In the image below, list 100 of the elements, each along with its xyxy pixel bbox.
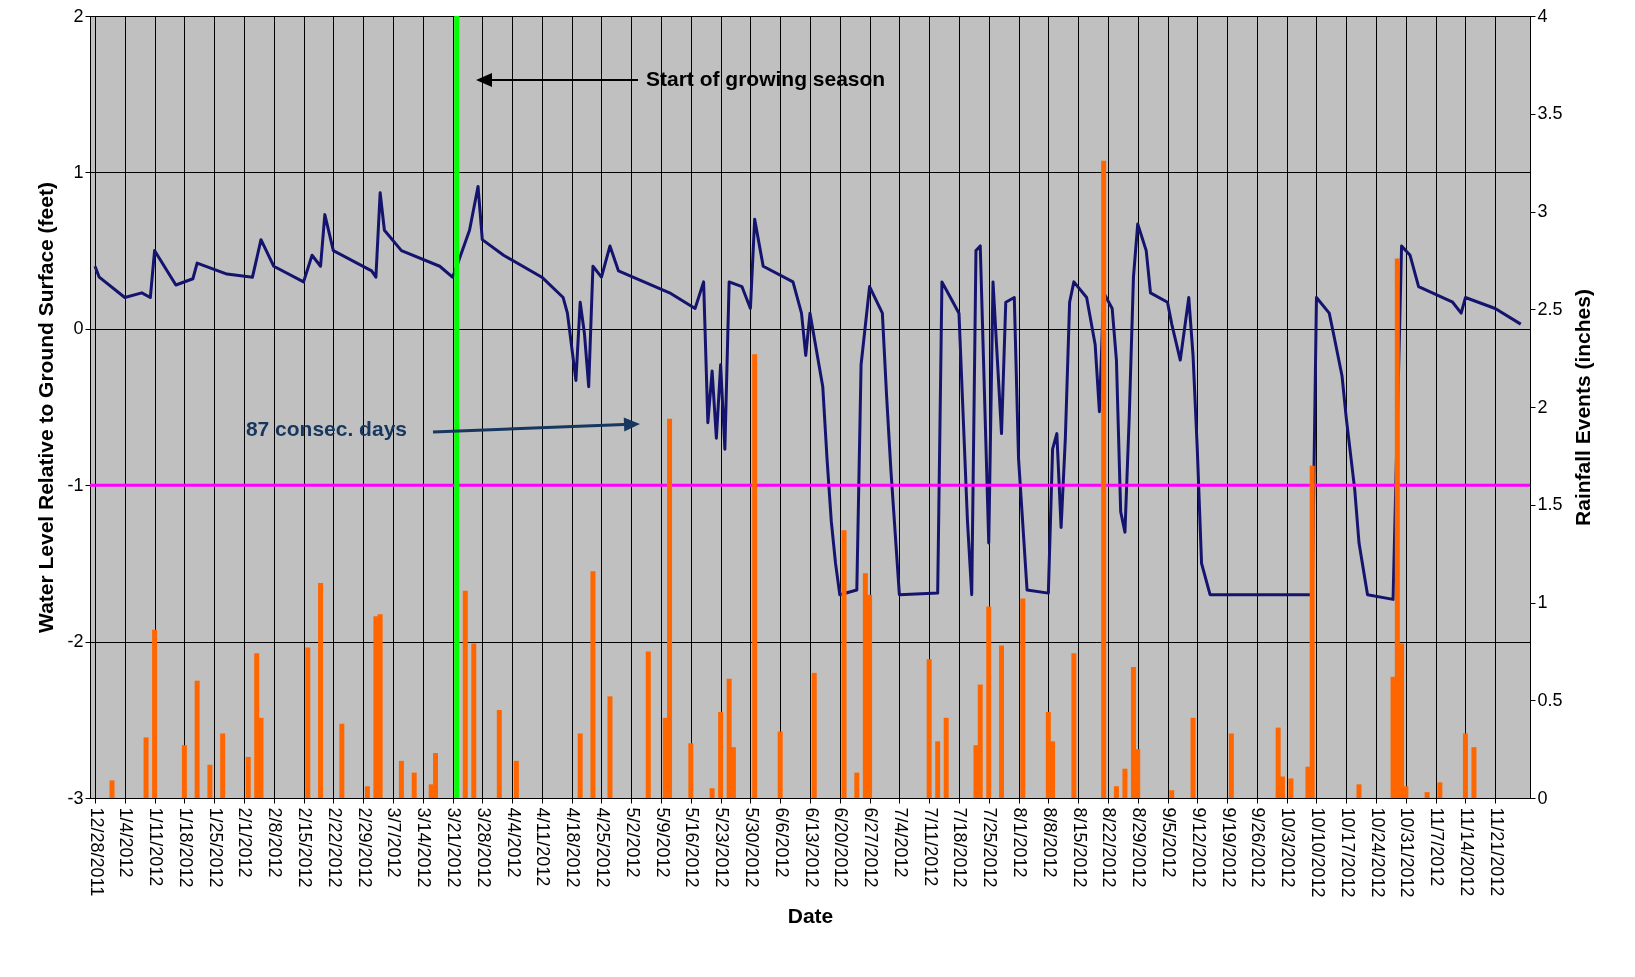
bar — [688, 743, 694, 798]
y-tick-label: 1 — [73, 161, 84, 182]
x-tick-label: 8/15/2012 — [1069, 807, 1090, 888]
x-tick-label: 10/3/2012 — [1278, 807, 1299, 888]
bar — [841, 530, 847, 798]
x-tick-label: 5/30/2012 — [741, 807, 762, 888]
x-tick-label: 11/7/2012 — [1427, 807, 1448, 887]
x-tick-label: 11/21/2012 — [1486, 807, 1507, 897]
x-tick-label: 4/25/2012 — [592, 807, 613, 888]
bar — [398, 760, 404, 798]
bar — [513, 760, 519, 798]
x-tick-label: 1/11/2012 — [146, 807, 167, 887]
x-tick-label: 5/16/2012 — [682, 807, 703, 888]
x-tick-label: 6/6/2012 — [771, 807, 792, 878]
x-tick-label: 10/17/2012 — [1337, 807, 1358, 898]
bar — [220, 733, 226, 798]
x-tick-label: 2/29/2012 — [354, 807, 375, 888]
y2-tick-label: 2.5 — [1537, 298, 1563, 319]
bar — [943, 717, 949, 798]
bar — [377, 614, 383, 798]
x-tick-label: 4/11/2012 — [533, 807, 554, 887]
bar — [1309, 465, 1315, 798]
bar — [471, 643, 477, 798]
bar — [496, 710, 502, 798]
bar — [1288, 778, 1294, 798]
x-tick-label: 9/5/2012 — [1159, 807, 1179, 878]
bar — [1130, 667, 1136, 798]
y2-tick-label: 2 — [1537, 396, 1548, 417]
y2-tick-label: 3 — [1537, 201, 1548, 221]
y2-tick-label: 0 — [1537, 787, 1548, 808]
bar — [777, 731, 783, 798]
bar — [462, 590, 468, 798]
bar — [1437, 782, 1443, 798]
bar — [752, 354, 758, 798]
bar — [143, 737, 149, 798]
x-tick-label: 9/26/2012 — [1248, 807, 1269, 888]
x-tick-label: 5/9/2012 — [652, 807, 673, 878]
x-tick-label: 12/28/2011 — [86, 807, 107, 897]
bar — [1071, 653, 1077, 798]
y-axis-title: Water Level Relative to Ground Surface (feet) — [34, 182, 58, 633]
x-tick-label: 1/25/2012 — [205, 807, 226, 888]
bar — [305, 647, 311, 798]
x-tick-label: 10/31/2012 — [1397, 807, 1418, 898]
y-tick-label: 2 — [73, 5, 84, 26]
bar — [432, 753, 438, 798]
x-tick-label: 4/4/2012 — [503, 807, 524, 878]
bar — [1020, 598, 1026, 798]
y2-tick-label: 1.5 — [1537, 494, 1563, 515]
bar — [1462, 733, 1468, 798]
x-tick-label: 4/18/2012 — [563, 807, 584, 888]
bar — [1190, 717, 1196, 798]
bar — [667, 418, 673, 798]
bar — [152, 629, 158, 798]
x-tick-label: 3/14/2012 — [414, 807, 435, 888]
x-tick-label: 1/18/2012 — [175, 807, 196, 888]
bar — [245, 756, 251, 798]
bar — [1122, 768, 1128, 798]
bar — [709, 788, 715, 798]
bar — [645, 651, 651, 798]
bar — [181, 745, 187, 798]
bar — [726, 678, 732, 798]
bar — [986, 606, 992, 798]
bar — [977, 684, 983, 798]
bar — [1101, 160, 1107, 798]
bar — [1169, 790, 1175, 798]
x-tick-label: 9/12/2012 — [1188, 807, 1209, 888]
bar — [1113, 786, 1119, 798]
bar — [318, 582, 324, 798]
y-tick-label: -3 — [67, 787, 84, 808]
bar — [999, 645, 1005, 798]
x-tick-label: 9/19/2012 — [1218, 807, 1239, 888]
x-tick-label: 7/18/2012 — [950, 807, 971, 888]
y2-axis-title: Rainfall Events (inches) — [1570, 289, 1594, 526]
bar — [718, 711, 724, 798]
bar — [109, 780, 115, 798]
x-axis-title: Date — [787, 903, 834, 927]
y2-tick-label: 0.5 — [1537, 689, 1563, 710]
y-tick-label: -2 — [67, 631, 84, 652]
x-tick-label: 6/20/2012 — [831, 807, 852, 888]
bar — [1471, 747, 1477, 798]
bar — [207, 764, 213, 798]
x-tick-label: 7/25/2012 — [980, 807, 1001, 888]
x-tick-label: 5/23/2012 — [712, 807, 733, 888]
bar — [1394, 258, 1400, 798]
x-tick-label: 2/1/2012 — [235, 807, 256, 878]
x-tick-label: 10/10/2012 — [1307, 807, 1328, 898]
x-tick-label: 7/4/2012 — [890, 807, 911, 878]
bar — [339, 723, 345, 798]
bar — [935, 741, 941, 798]
y2-tick-label: 4 — [1537, 5, 1548, 26]
x-tick-label: 5/2/2012 — [622, 807, 643, 878]
x-tick-label: 2/22/2012 — [324, 807, 345, 888]
x-tick-label: 8/29/2012 — [1129, 807, 1150, 888]
x-tick-label: 8/1/2012 — [1010, 807, 1031, 878]
bar — [1228, 733, 1234, 798]
bar — [1424, 792, 1430, 798]
x-tick-label: 6/13/2012 — [801, 807, 822, 888]
line-series — [93, 184, 1523, 601]
bar — [811, 672, 817, 798]
bar — [373, 616, 379, 798]
